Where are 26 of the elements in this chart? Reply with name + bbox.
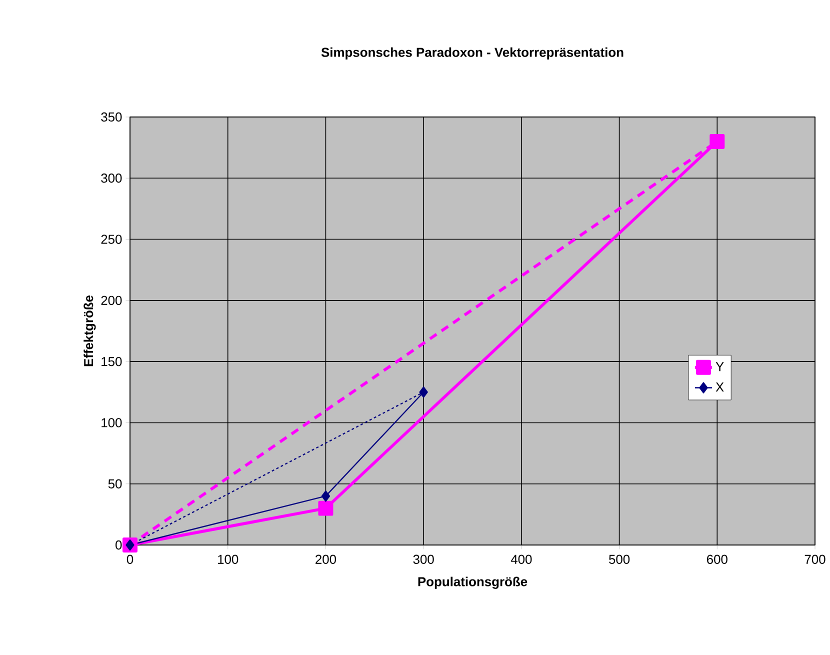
y-tick-label: 300	[101, 174, 122, 183]
x-tick-label: 600	[707, 554, 728, 564]
x-tick-label: 700	[804, 554, 826, 564]
x-tick-label: 300	[413, 554, 434, 564]
y-tick-label: 200	[101, 296, 122, 306]
y-axis-title: Effektgröße	[84, 295, 96, 366]
x-axis-title: Populationsgröße	[418, 576, 528, 589]
point	[419, 386, 428, 398]
x-tick-label: 100	[218, 554, 238, 564]
chart-title: Simpsonsches Paradoxon - Vektorrepräsentation	[321, 47, 624, 60]
point	[710, 134, 725, 149]
y-tick-label: 0	[116, 540, 122, 550]
y-tick-label: 50	[108, 479, 122, 488]
y-tick-label: 250	[101, 234, 122, 244]
legend-label: Y	[716, 362, 724, 372]
y-tick-label: 350	[101, 112, 122, 122]
point	[126, 539, 134, 551]
legend-label: X	[716, 382, 724, 392]
x-tick-label: 200	[316, 554, 336, 564]
y-tick-label: 100	[102, 418, 122, 428]
x-tick-label: 400	[510, 554, 532, 564]
x-tick-label: 500	[609, 554, 630, 564]
x-tick-label: 0	[126, 554, 134, 564]
point	[321, 490, 330, 502]
point	[318, 500, 334, 516]
y-tick-label: 150	[102, 356, 122, 366]
